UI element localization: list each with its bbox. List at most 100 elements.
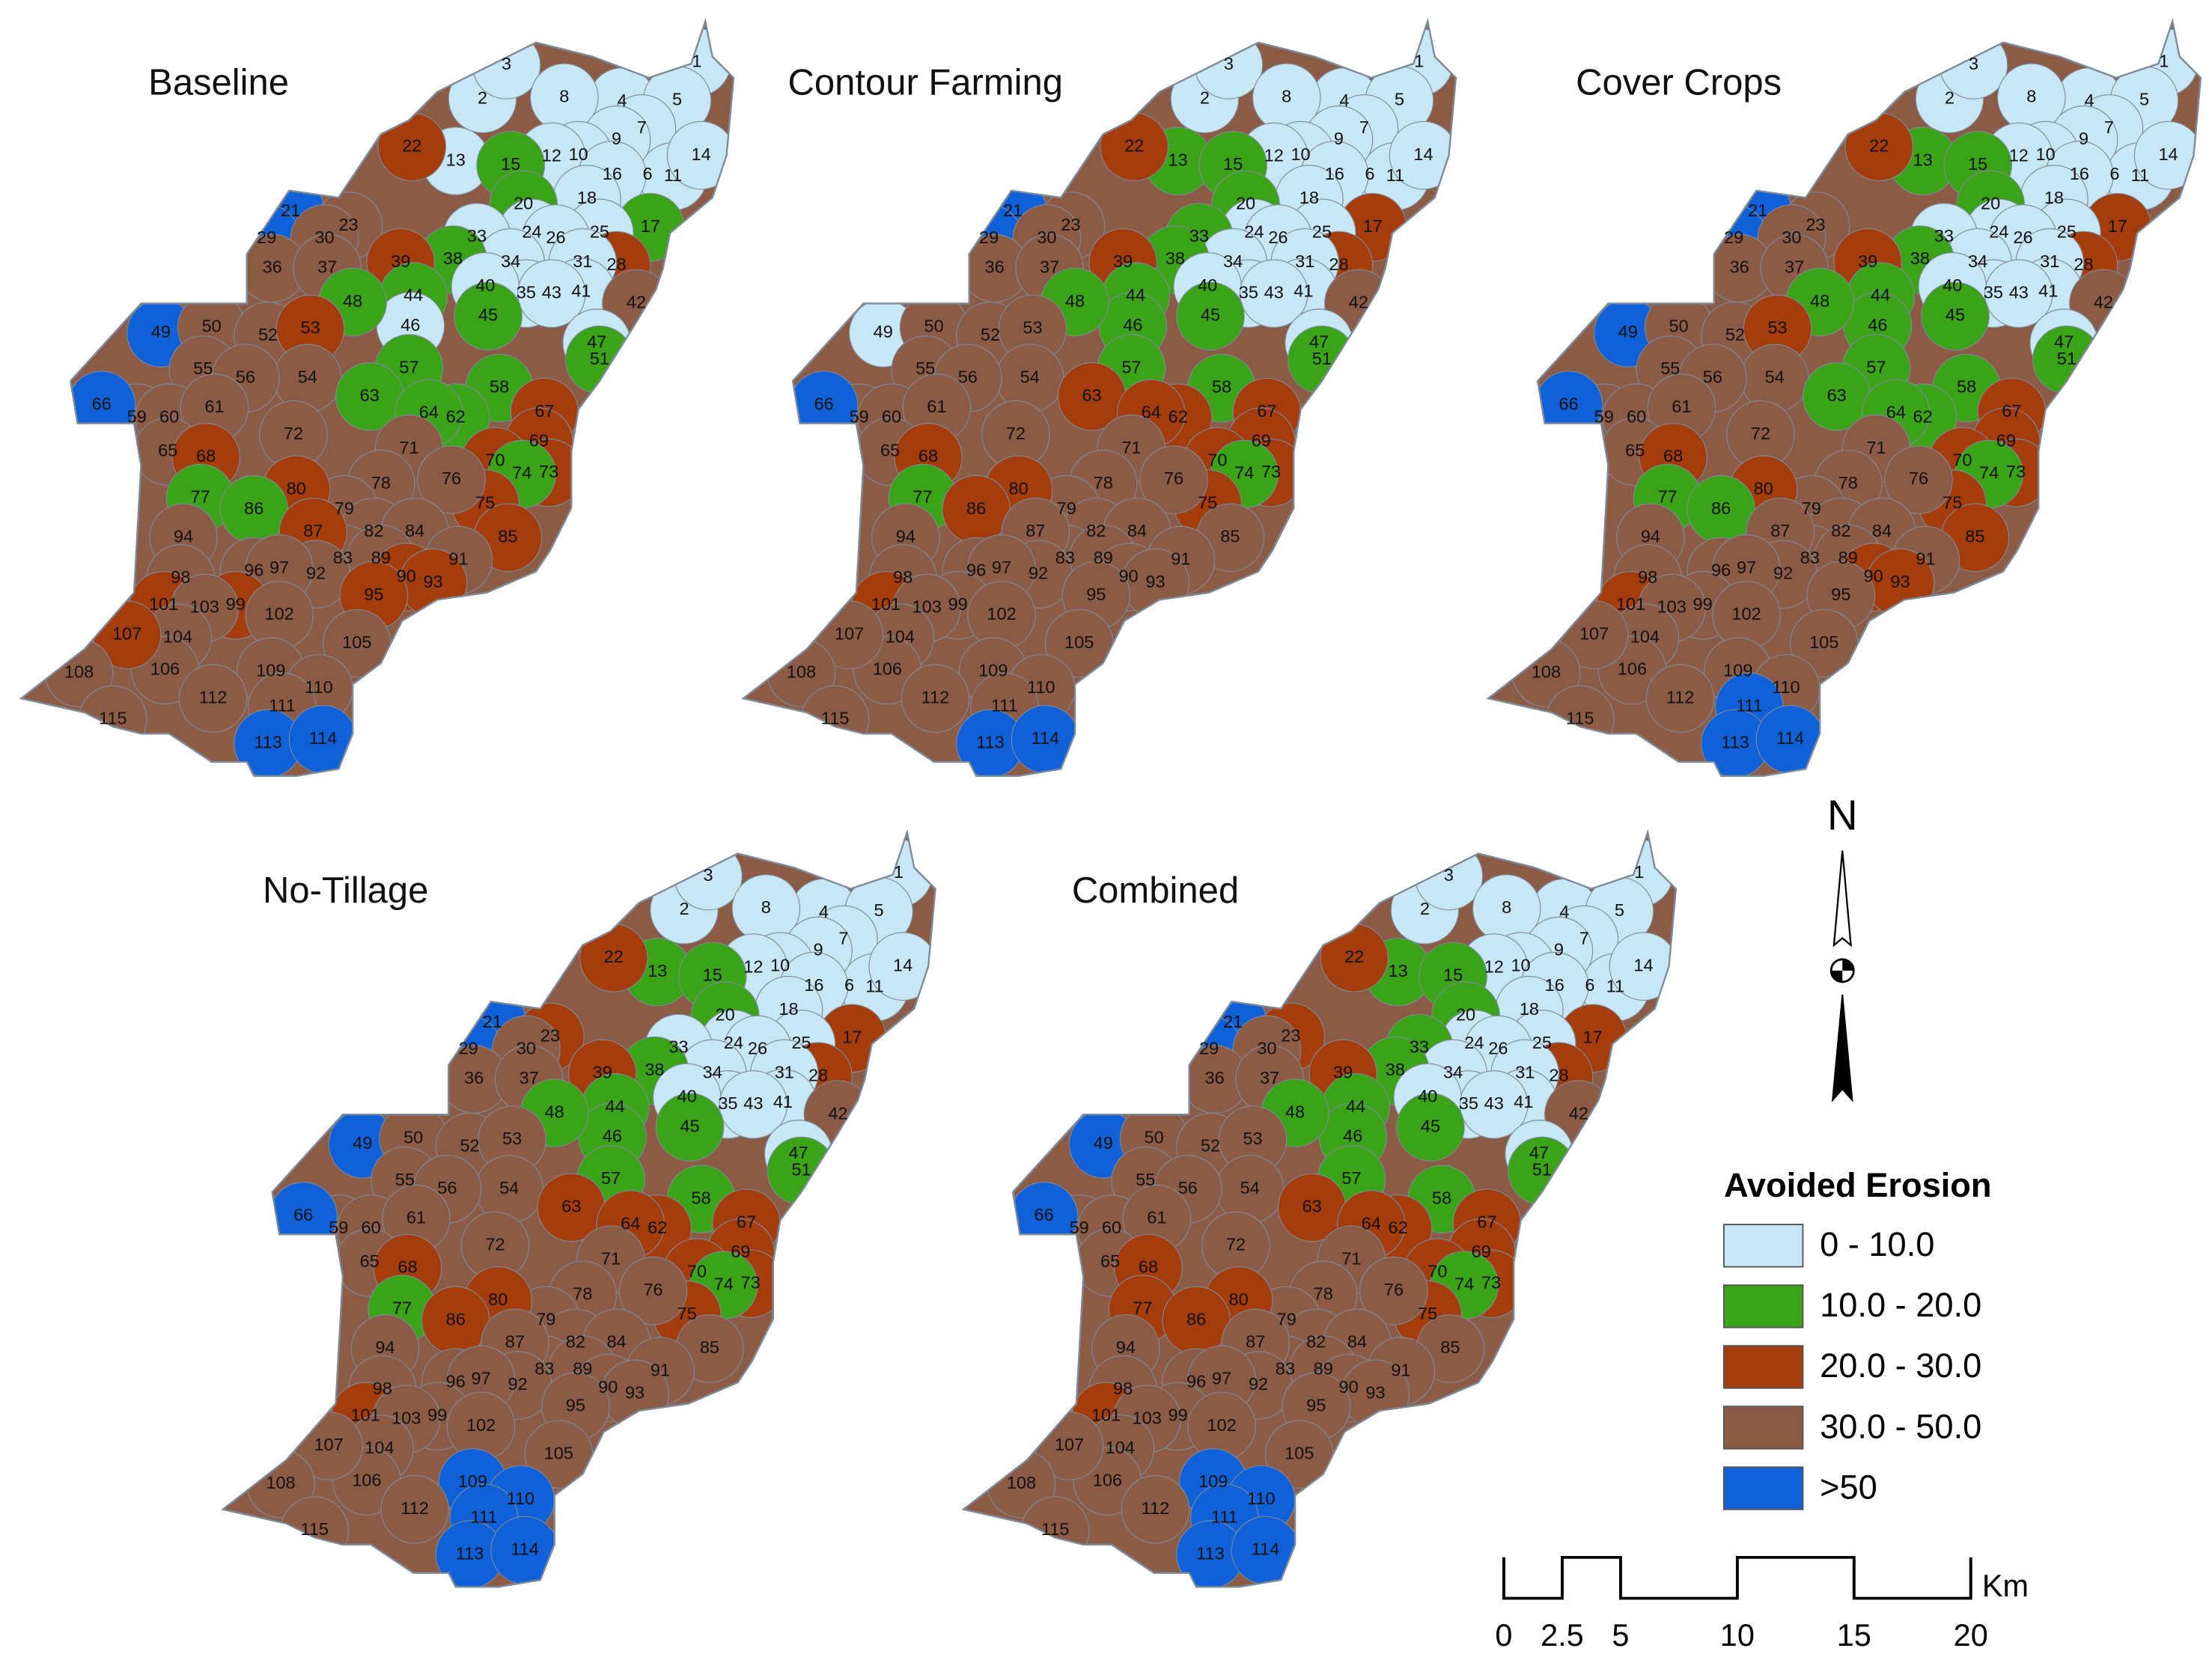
subbasin-label: 82	[364, 521, 383, 540]
subbasin-label: 52	[981, 325, 1000, 344]
subbasin-label: 109	[256, 661, 285, 680]
subbasin-label: 58	[1432, 1188, 1451, 1207]
subbasin-label: 36	[263, 257, 282, 277]
subbasin-label: 51	[1532, 1160, 1552, 1180]
subbasin-label: 113	[254, 733, 282, 752]
subbasin-label: 37	[520, 1068, 539, 1087]
subbasin-label: 24	[1244, 222, 1264, 241]
subbasin-label: 12	[2009, 146, 2029, 165]
subbasin-label: 12	[542, 146, 561, 165]
subbasin-label: 57	[1341, 1168, 1361, 1188]
subbasin-label: 25	[1532, 1033, 1552, 1052]
subbasin-label: 30	[314, 228, 334, 247]
subbasin-label: 72	[1226, 1235, 1246, 1254]
subbasin-label: 15	[1223, 154, 1243, 174]
subbasin-label: 102	[987, 604, 1016, 623]
subbasin-label: 86	[1186, 1309, 1206, 1328]
subbasin-label: 77	[912, 487, 932, 507]
subbasin-label: 42	[1349, 293, 1368, 312]
subbasin-label: 84	[606, 1332, 626, 1352]
subbasin	[1645, 664, 1715, 733]
subbasin-label: 13	[1389, 961, 1408, 980]
subbasin	[901, 664, 970, 733]
subbasin-label: 25	[590, 222, 609, 241]
subbasin-label: 50	[1144, 1127, 1163, 1147]
subbasin-label: 23	[540, 1026, 560, 1046]
subbasin-label: 102	[466, 1415, 496, 1435]
subbasin-label: 113	[976, 733, 1005, 752]
subbasin-label: 80	[488, 1290, 508, 1309]
subbasin-label: 85	[1440, 1337, 1460, 1357]
subbasin-label: 87	[1246, 1332, 1265, 1352]
subbasin-label: 63	[360, 385, 380, 405]
subbasin-label: 25	[791, 1033, 811, 1052]
subbasin-label: 56	[437, 1178, 457, 1197]
subbasin-label: 111	[991, 696, 1018, 715]
subbasin-label: 20	[1456, 1004, 1475, 1024]
subbasin-label: 85	[1220, 527, 1240, 546]
subbasin-label: 36	[464, 1068, 484, 1087]
subbasin-label: 44	[1346, 1096, 1365, 1116]
subbasin-label: 14	[893, 955, 912, 974]
subbasin-label: 102	[264, 604, 293, 623]
subbasin-label: 35	[517, 282, 536, 302]
subbasin-label: 51	[2057, 349, 2077, 368]
subbasin-label: 33	[1934, 226, 1954, 245]
subbasin-label: 69	[1252, 430, 1271, 450]
subbasin	[517, 259, 586, 329]
subbasin-label: 22	[1869, 135, 1889, 155]
subbasin-label: 87	[505, 1332, 525, 1352]
subbasin-label: 26	[748, 1039, 767, 1058]
subbasins	[987, 839, 1676, 1587]
subbasin-label: 55	[193, 358, 213, 378]
legend-swatch	[1722, 1345, 1804, 1389]
subbasin-label: 68	[918, 446, 938, 466]
subbasin-label: 22	[1344, 947, 1364, 966]
subbasin-label: 91	[1391, 1360, 1410, 1379]
subbasin-label: 54	[1020, 367, 1040, 387]
subbasin-label: 78	[1314, 1284, 1333, 1304]
legend-swatch	[1722, 1466, 1804, 1510]
subbasin-label: 25	[1312, 222, 1332, 241]
scale-label: 5	[1612, 1617, 1629, 1653]
subbasin	[1121, 1474, 1190, 1544]
subbasin-label: 38	[1166, 248, 1185, 268]
subbasin-label: 70	[485, 451, 505, 470]
subbasin-label: 6	[1365, 164, 1374, 183]
subbasin-label: 20	[1236, 194, 1255, 213]
subbasin-label: 61	[406, 1208, 426, 1227]
subbasin-label: 38	[443, 248, 463, 268]
subbasin-label: 31	[775, 1063, 794, 1082]
subbasin-label: 104	[1630, 626, 1660, 646]
subbasin-label: 39	[1113, 251, 1133, 271]
subbasin-label: 101	[350, 1406, 380, 1425]
subbasin-label: 34	[1968, 251, 1987, 271]
subbasin-label: 37	[1785, 257, 1804, 277]
subbasin-label: 69	[1472, 1242, 1491, 1261]
subbasin-label: 17	[2108, 216, 2127, 236]
subbasin-label: 23	[1806, 215, 1825, 234]
subbasin-label: 93	[625, 1382, 645, 1402]
subbasin-label: 102	[1731, 604, 1761, 623]
subbasin-label: 58	[1957, 377, 1976, 397]
subbasin-label: 13	[1169, 150, 1188, 169]
subbasin-label: 46	[1123, 315, 1142, 335]
subbasin-label: 79	[536, 1309, 555, 1328]
subbasin-label: 63	[1082, 385, 1102, 405]
subbasin-label: 10	[569, 144, 588, 164]
subbasin-label: 37	[1260, 1068, 1279, 1087]
subbasin-label: 18	[779, 999, 798, 1019]
subbasin-label: 95	[1086, 585, 1106, 604]
subbasin-label: 89	[1094, 548, 1113, 567]
subbasin-label: 55	[395, 1170, 415, 1189]
subbasin-label: 45	[1201, 305, 1220, 325]
subbasin-label: 94	[896, 527, 915, 546]
subbasins	[1511, 28, 2201, 776]
panel-title: No-Tillage	[263, 870, 428, 911]
legend-swatch	[1722, 1406, 1804, 1450]
subbasin-label: 95	[1831, 585, 1850, 604]
subbasin-label: 16	[2070, 164, 2089, 183]
subbasin-label: 93	[1890, 572, 1910, 591]
subbasin-label: 54	[298, 367, 317, 387]
